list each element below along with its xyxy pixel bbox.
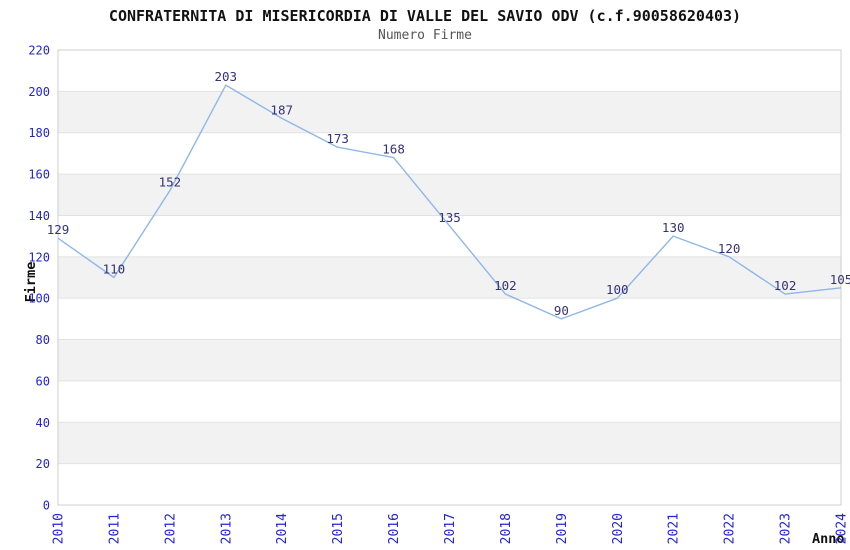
point-label: 110 — [103, 262, 126, 277]
point-label: 152 — [159, 175, 182, 190]
y-tick-label: 220 — [28, 44, 50, 58]
x-axis-title: Anno — [812, 531, 845, 547]
point-label: 130 — [662, 220, 685, 235]
x-tick-label: 2015 — [331, 513, 346, 544]
x-tick-label: 2018 — [499, 513, 514, 544]
chart-title: CONFRATERNITA DI MISERICORDIA DI VALLE D… — [108, 7, 742, 25]
point-label: 129 — [47, 222, 70, 237]
point-label: 135 — [438, 210, 461, 225]
data-line — [57, 84, 842, 320]
point-label: 102 — [774, 278, 797, 293]
y-tick-label: 40 — [36, 416, 50, 430]
point-label: 168 — [382, 142, 405, 157]
x-tick-label: 2013 — [219, 513, 234, 544]
point-label: 187 — [270, 102, 293, 117]
y-tick-label: 160 — [28, 168, 50, 182]
plot-frame — [57, 49, 842, 506]
grid-band — [58, 422, 841, 464]
y-tick-label: 0 — [43, 499, 50, 513]
x-tick-label: 2014 — [275, 513, 290, 544]
y-tick-label: 140 — [28, 209, 50, 223]
x-tick-label: 2024 — [835, 513, 850, 544]
grid-band — [58, 174, 841, 216]
x-tick-label: 2022 — [723, 513, 738, 544]
point-label: 120 — [718, 241, 741, 256]
y-tick-label: 200 — [28, 85, 50, 99]
point-label: 173 — [326, 131, 349, 146]
grid-band — [58, 339, 841, 381]
x-tick-label: 2023 — [779, 513, 794, 544]
point-label: 102 — [494, 278, 517, 293]
chart-subtitle: Numero Firme — [378, 28, 472, 43]
x-tick-label: 2011 — [107, 513, 122, 544]
x-tick-label: 2020 — [611, 513, 626, 544]
y-tick-label: 20 — [36, 457, 50, 471]
grid-band — [58, 91, 841, 133]
x-tick-label: 2017 — [443, 513, 458, 544]
point-label: 203 — [214, 69, 237, 84]
x-tick-label: 2019 — [555, 513, 570, 544]
y-tick-label: 180 — [28, 126, 50, 140]
x-tick-label: 2010 — [52, 513, 67, 544]
y-tick-label: 80 — [36, 333, 50, 347]
x-tick-label: 2016 — [387, 513, 402, 544]
x-tick-label: 2012 — [163, 513, 178, 544]
x-tick-label: 2021 — [667, 513, 682, 544]
point-label: 100 — [606, 282, 629, 297]
y-tick-label: 100 — [28, 292, 50, 306]
y-tick-label: 60 — [36, 374, 50, 388]
y-tick-label: 120 — [28, 250, 50, 264]
grid-band — [58, 256, 841, 299]
point-label: 90 — [554, 303, 569, 318]
point-label: 105 — [830, 272, 850, 287]
